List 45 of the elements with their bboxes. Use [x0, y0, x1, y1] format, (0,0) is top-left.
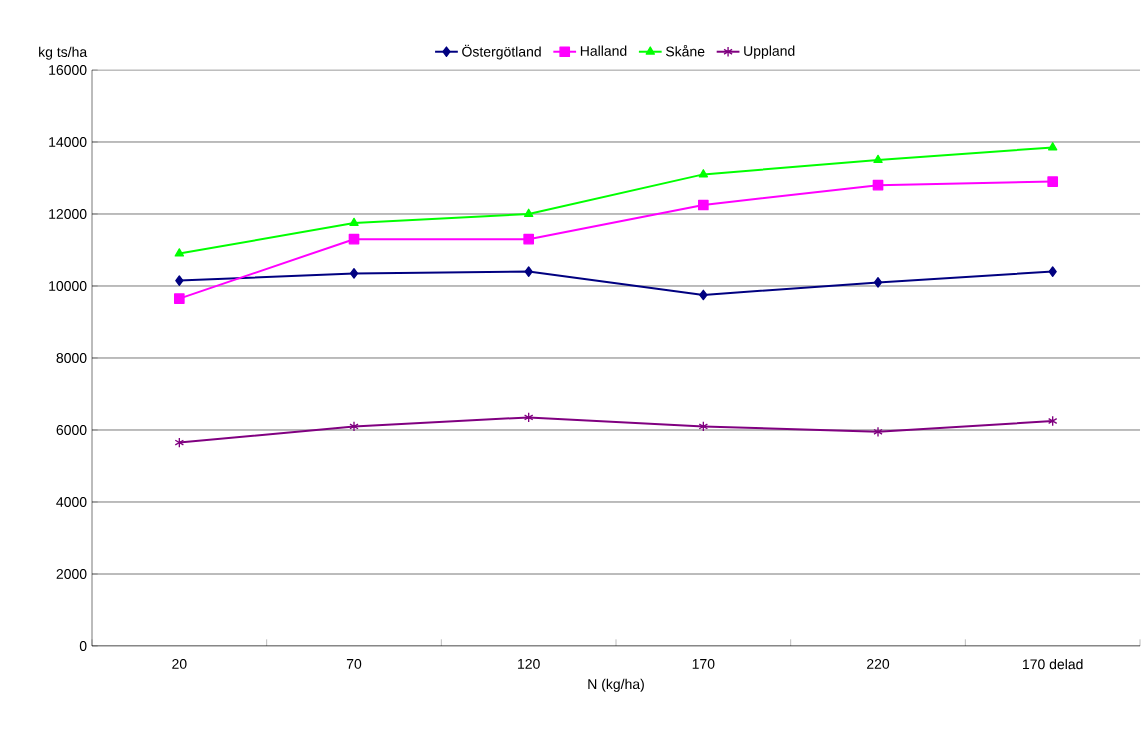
point: [524, 266, 533, 277]
point: [523, 233, 535, 245]
x-tick-label: 170: [692, 658, 715, 669]
point: [1047, 142, 1058, 151]
point: [523, 412, 534, 423]
legend-label: Östergötland: [462, 44, 541, 60]
point: [174, 293, 185, 304]
point: [174, 437, 185, 448]
point: [349, 421, 359, 432]
y-tick-label: 4000: [56, 497, 87, 507]
x-tick-label: 20: [172, 658, 187, 669]
point: [873, 277, 883, 288]
x-tick-label: 70: [346, 658, 362, 669]
point: [698, 421, 709, 432]
point: [349, 268, 359, 279]
y-tick-label: 14000: [49, 137, 87, 147]
legend-label: Halland: [580, 45, 627, 56]
y-tick-label: 2000: [56, 569, 87, 579]
legend-label: Skåne: [665, 45, 705, 57]
point: [1048, 266, 1057, 277]
point: [698, 169, 709, 178]
x-axis-title: N (kg/ha): [588, 678, 644, 692]
y-tick-label: 6000: [56, 425, 87, 435]
point: [1047, 176, 1059, 187]
x-tick-label: 220: [867, 658, 890, 669]
point: [174, 248, 185, 257]
y-tick-label: 8000: [56, 353, 87, 363]
point: [349, 217, 359, 226]
y-axis-title: kg ts/ha: [39, 46, 88, 60]
y-tick-label: 12000: [49, 209, 87, 219]
point: [873, 154, 883, 163]
point: [175, 275, 184, 286]
point: [523, 208, 534, 217]
point: [348, 233, 360, 245]
y-tick-label: 10000: [49, 281, 87, 291]
point: [698, 199, 709, 211]
y-tick-label: 16000: [49, 65, 87, 75]
y-tick-label: 0: [79, 641, 87, 651]
point: [872, 179, 884, 191]
x-tick-label: 120: [518, 658, 540, 669]
x-tick-label: 170 delad: [1023, 658, 1083, 670]
point: [699, 289, 708, 301]
legend-label: Uppland: [744, 45, 795, 59]
point: [1047, 415, 1058, 427]
point: [873, 426, 883, 438]
